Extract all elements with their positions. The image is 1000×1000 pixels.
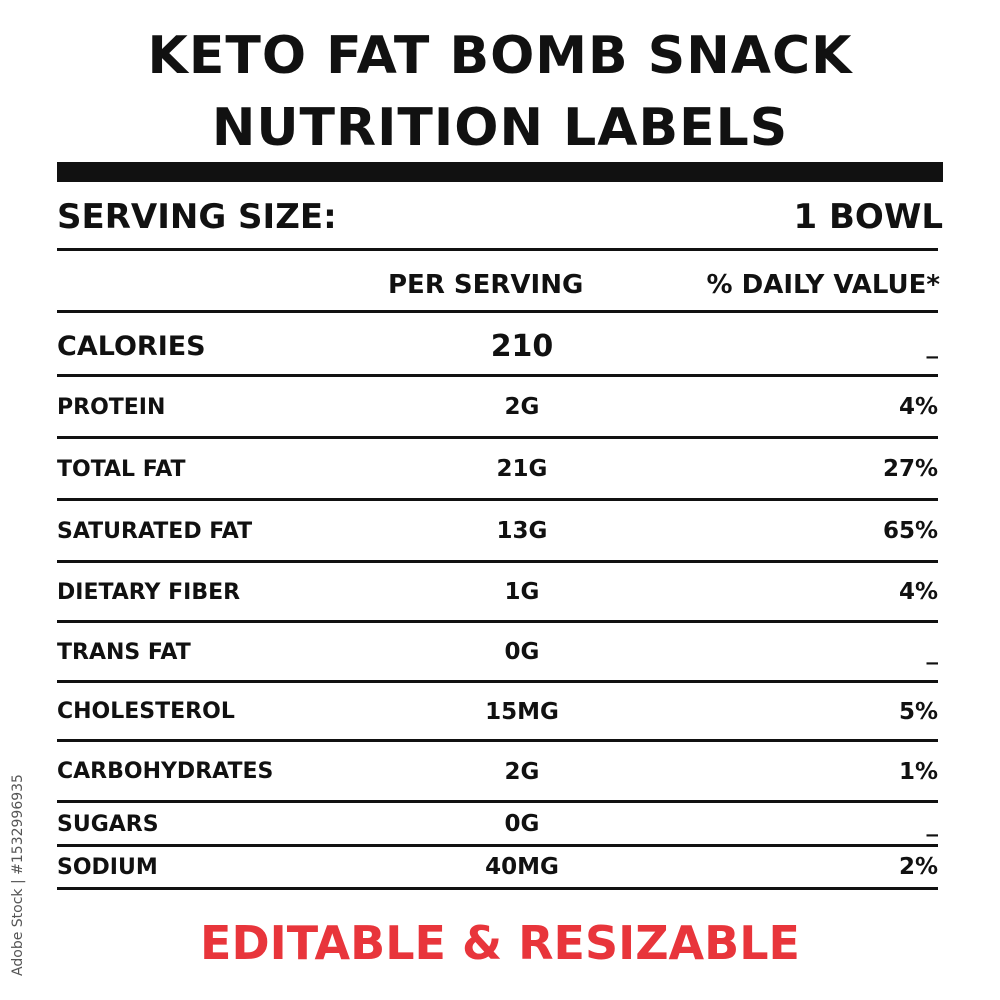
nutrient-amount: 0G: [504, 639, 540, 665]
nutrient-name: CHOLESTEROL: [57, 699, 235, 724]
nutrient-name: TOTAL FAT: [57, 456, 186, 482]
nutrient-name: TRANS FAT: [57, 639, 191, 665]
nutrient-name: DIETARY FIBER: [57, 579, 241, 605]
page-title-line-1: KETO FAT BOMB SNACK: [147, 26, 853, 86]
nutrient-daily-value: 27%: [882, 456, 938, 482]
nutrient-row-cholesterol: CHOLESTEROL 15MG 5%: [57, 684, 938, 739]
nutrient-daily-value: _: [926, 811, 939, 837]
nutrient-row-calories: CALORIES 210 _: [57, 318, 938, 374]
nutrient-daily-value: 4%: [898, 394, 938, 420]
nutrient-daily-value: 2%: [898, 854, 938, 880]
stock-id-text: Adobe Stock | #1532996935: [10, 774, 26, 976]
nutrient-daily-value: _: [926, 333, 939, 359]
nutrient-amount: 210: [490, 328, 554, 364]
nutrient-name: CALORIES: [57, 330, 206, 362]
divider: [57, 310, 938, 313]
header-thick-rule: [57, 162, 943, 182]
nutrient-daily-value: 1%: [898, 758, 938, 785]
divider: [57, 436, 938, 439]
nutrient-amount: 40MG: [485, 854, 559, 880]
nutrient-amount: 1G: [504, 579, 540, 605]
divider: [57, 498, 938, 501]
serving-size-label: SERVING SIZE:: [57, 197, 337, 237]
nutrient-row-sugars: SUGARS 0G _: [57, 804, 938, 844]
serving-size-value: 1 BOWL: [793, 197, 943, 237]
nutrient-amount: 0G: [504, 811, 540, 837]
divider: [57, 800, 938, 803]
divider: [57, 680, 938, 683]
daily-value-header: % DAILY VALUE*: [706, 270, 940, 300]
nutrient-daily-value: 65%: [882, 518, 938, 544]
nutrient-name: SODIUM: [57, 854, 158, 880]
nutrient-daily-value: _: [926, 639, 939, 665]
divider: [57, 374, 938, 377]
nutrient-daily-value: 4%: [898, 579, 938, 605]
nutrient-row-trans-fat: TRANS FAT 0G _: [57, 624, 938, 680]
nutrient-name: SUGARS: [57, 811, 159, 837]
divider: [57, 620, 938, 623]
nutrient-amount: 2G: [504, 394, 540, 420]
stock-id-label: Adobe Stock | #1532996935: [6, 755, 30, 995]
divider: [57, 739, 938, 742]
nutrient-row-protein: PROTEIN 2G 4%: [57, 378, 938, 436]
per-serving-header: PER SERVING: [388, 270, 584, 300]
editable-resizable-banner: EDITABLE & RESIZABLE: [200, 916, 800, 970]
nutrient-amount: 2G: [504, 758, 540, 785]
page-title-line-2: NUTRITION LABELS: [211, 98, 789, 158]
divider: [57, 844, 938, 847]
nutrient-amount: 13G: [496, 518, 548, 544]
nutrient-name: SATURATED FAT: [57, 518, 253, 544]
divider: [57, 248, 938, 251]
nutrient-daily-value: 5%: [898, 698, 938, 725]
nutrient-row-carbohydrates: CARBOHYDRATES 2G 1%: [57, 743, 938, 800]
nutrient-amount: 15MG: [485, 698, 559, 725]
nutrient-name: PROTEIN: [57, 394, 166, 420]
nutrient-row-saturated-fat: SATURATED FAT 13G 65%: [57, 502, 938, 560]
nutrient-name: CARBOHYDRATES: [57, 759, 274, 784]
divider: [57, 560, 938, 563]
divider: [57, 887, 938, 890]
serving-size-row: SERVING SIZE: 1 BOWL: [57, 194, 943, 240]
nutrient-row-total-fat: TOTAL FAT 21G 27%: [57, 440, 938, 498]
nutrient-amount: 21G: [496, 456, 548, 482]
nutrient-row-sodium: SODIUM 40MG 2%: [57, 847, 938, 887]
nutrient-row-dietary-fiber: DIETARY FIBER 1G 4%: [57, 564, 938, 620]
